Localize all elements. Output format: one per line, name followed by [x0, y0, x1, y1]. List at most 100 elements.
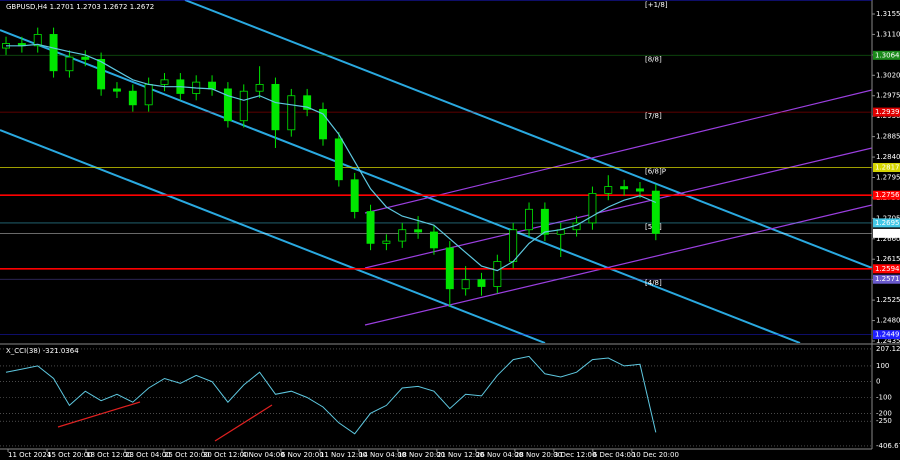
candle-body	[382, 240, 391, 244]
candle-body	[65, 56, 74, 72]
y-tick-label: 207.1249	[876, 345, 900, 353]
candle-body	[445, 247, 454, 290]
y-tick-label: 1.2840	[876, 153, 900, 161]
candle-body	[540, 208, 549, 235]
candle-body	[33, 34, 42, 47]
level-price-label: 1.2817	[875, 164, 900, 172]
channel-line	[184, 0, 872, 269]
candle-body	[239, 90, 248, 122]
channel-line	[0, 29, 801, 343]
candle-body	[255, 83, 264, 92]
level-price-box	[873, 50, 900, 60]
level-price-label: 1.2695	[875, 219, 900, 227]
candle-body	[620, 186, 629, 190]
y-tick-label: 1.2795	[876, 173, 900, 181]
candle-body	[509, 229, 518, 262]
moving-average	[6, 43, 657, 272]
candle-body	[144, 83, 153, 106]
indicator-title: X_CCI(38) -321.0364	[6, 347, 79, 355]
divergence-line	[214, 404, 273, 442]
candle-body	[160, 79, 169, 85]
level-price-label: 1.2594	[875, 265, 900, 273]
regression-line	[364, 89, 872, 214]
y-tick-label: -250	[876, 417, 892, 425]
candle-body	[398, 229, 407, 242]
level-tag: [+1/8]	[645, 1, 668, 9]
x-tick-label: 4 Nov 04:00	[242, 451, 285, 459]
symbol-title: GBPUSD,H4 1.2701 1.2703 1.2672 1.2672	[6, 3, 154, 11]
drawings	[0, 0, 872, 343]
level-tag: [8/8]	[645, 55, 662, 63]
x-tick-label: 26 Nov 04:00	[476, 451, 523, 459]
price-plot: [+1/8][8/8][7/8][6/8]P[5/8][4/8]	[0, 0, 872, 336]
candle-body	[461, 279, 470, 290]
candle-body	[223, 88, 232, 122]
candle-body	[493, 261, 502, 287]
y-tick-label: 100	[876, 362, 889, 370]
candle-body	[49, 34, 58, 72]
level-price-box	[873, 190, 900, 200]
candle-body	[477, 279, 486, 287]
y-tick-label: -406.6737	[876, 442, 900, 450]
candle-body	[334, 138, 343, 181]
y-tick-label: 1.3020	[876, 71, 900, 79]
candle-body	[97, 59, 106, 90]
x-tick-label: 3 Dec 12:00	[554, 451, 597, 459]
y-tick-label: 1.3110	[876, 30, 900, 38]
candle-body	[366, 211, 375, 244]
candle-body	[651, 190, 660, 234]
level-price-label: 1.2571	[875, 275, 900, 283]
candle-body	[81, 56, 90, 60]
x-tick-label: 15 Oct 20:00	[47, 451, 93, 459]
candle-body	[319, 108, 327, 140]
divergence-lines	[57, 401, 273, 442]
candle-body	[128, 90, 137, 106]
candle-body	[636, 188, 644, 192]
candle-body	[429, 231, 438, 249]
x-tick-label: 18 Nov 20:00	[398, 451, 445, 459]
y-tick-label: 1.2660	[876, 235, 900, 243]
candle-body	[271, 83, 280, 131]
level-price-label: 1.3064	[875, 51, 900, 59]
x-tick-label: 21 Nov 12:00	[437, 451, 484, 459]
candle-body	[588, 192, 597, 224]
x-tick-label: 28 Nov 20:00	[515, 451, 562, 459]
y-tick-label: 1.2525	[876, 296, 900, 304]
y-tick-label: 1.2975	[876, 92, 900, 100]
y-tick-label: 1.2480	[876, 317, 900, 325]
level-price-box	[873, 264, 900, 274]
level-tag: [7/8]	[645, 112, 662, 120]
x-tick-label: 23 Oct 04:00	[125, 451, 171, 459]
level-price-label: 1.2672	[875, 229, 900, 237]
x-tick-label: 6 Dec 04:00	[593, 451, 636, 459]
candle-body	[350, 179, 359, 212]
x-tick-label: 30 Oct 12:00	[203, 451, 249, 459]
candle-body	[112, 88, 121, 92]
x-tick-label: 14 Nov 04:00	[359, 451, 406, 459]
candle-body	[525, 208, 533, 231]
x-tick-label: 18 Oct 12:00	[86, 451, 132, 459]
candle-body	[303, 95, 312, 110]
level-tag: [4/8]	[645, 279, 662, 287]
candle-body	[208, 81, 217, 90]
x-tick-label: 11 Nov 12:00	[320, 451, 367, 459]
cci-line	[5, 355, 657, 435]
level-price-box	[873, 330, 900, 340]
y-tick-label: -100	[876, 394, 892, 402]
level-price-label: 1.2449	[875, 331, 900, 339]
level-price-label: 1.2939	[875, 108, 900, 116]
channel-line	[0, 129, 546, 343]
x-tick-label: 25 Oct 20:00	[164, 451, 210, 459]
divergence-line	[57, 401, 141, 428]
level-tag: [6/8]P	[645, 168, 666, 176]
candle-body	[287, 95, 296, 131]
y-tick-label: -200	[876, 409, 892, 417]
level-price-box	[873, 107, 900, 117]
y-tick-label: 1.3155	[876, 10, 900, 18]
level-price-label: 1.2756	[875, 191, 900, 199]
indicator-plot	[0, 348, 872, 447]
y-tick-label: 1.2615	[876, 255, 900, 263]
level-price-box	[873, 274, 900, 284]
